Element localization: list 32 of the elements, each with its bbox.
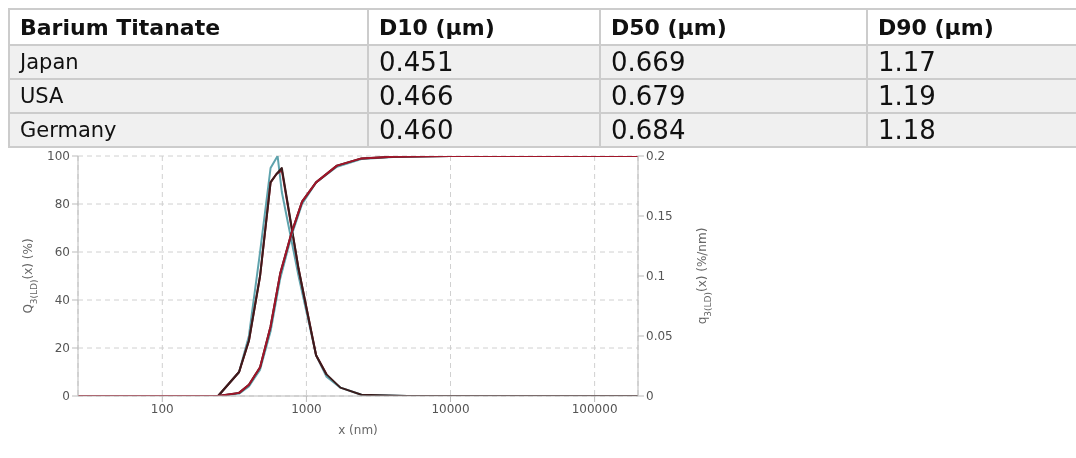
text: 0.669 [600, 45, 867, 79]
category-label: Barium Titanate [9, 9, 368, 45]
x-axis-title: x (nm) [338, 423, 378, 437]
y-tick-label: 60 [54, 245, 70, 260]
y2-tick-label: 0.15 [646, 209, 673, 224]
text: 0.684 [600, 113, 867, 147]
y2-tick-label: 0.1 [646, 269, 666, 284]
category-label: D10 (µm) [368, 9, 600, 45]
text: 1.17 [867, 45, 1076, 79]
y-tick-label: 40 [54, 293, 70, 308]
y2-tick-label: 0.2 [646, 149, 666, 164]
text: 1.18 [867, 113, 1076, 147]
x-tick-label: 100 [150, 401, 174, 416]
x-tick-label: 100000 [571, 401, 618, 416]
text: Japan [9, 45, 368, 79]
category-label: D50 (µm) [600, 9, 867, 45]
y2-tick-label: 0 [646, 389, 654, 404]
text: 0.460 [368, 113, 600, 147]
x-tick-label: 1000 [291, 401, 322, 416]
y2-tick-label: 0.05 [646, 329, 673, 344]
y-tick-label: 0 [62, 389, 70, 404]
text: 0.451 [368, 45, 600, 79]
y-tick-label: 100 [47, 149, 70, 164]
text: Germany [9, 113, 368, 147]
category-label: D90 (µm) [867, 9, 1076, 45]
y-tick-label: 20 [54, 341, 70, 356]
text: 0.679 [600, 79, 867, 113]
text: USA [9, 79, 368, 113]
text: 0.466 [368, 79, 600, 113]
text: 1.19 [867, 79, 1076, 113]
x-tick-label: 10000 [431, 401, 470, 416]
y-tick-label: 80 [54, 197, 70, 212]
